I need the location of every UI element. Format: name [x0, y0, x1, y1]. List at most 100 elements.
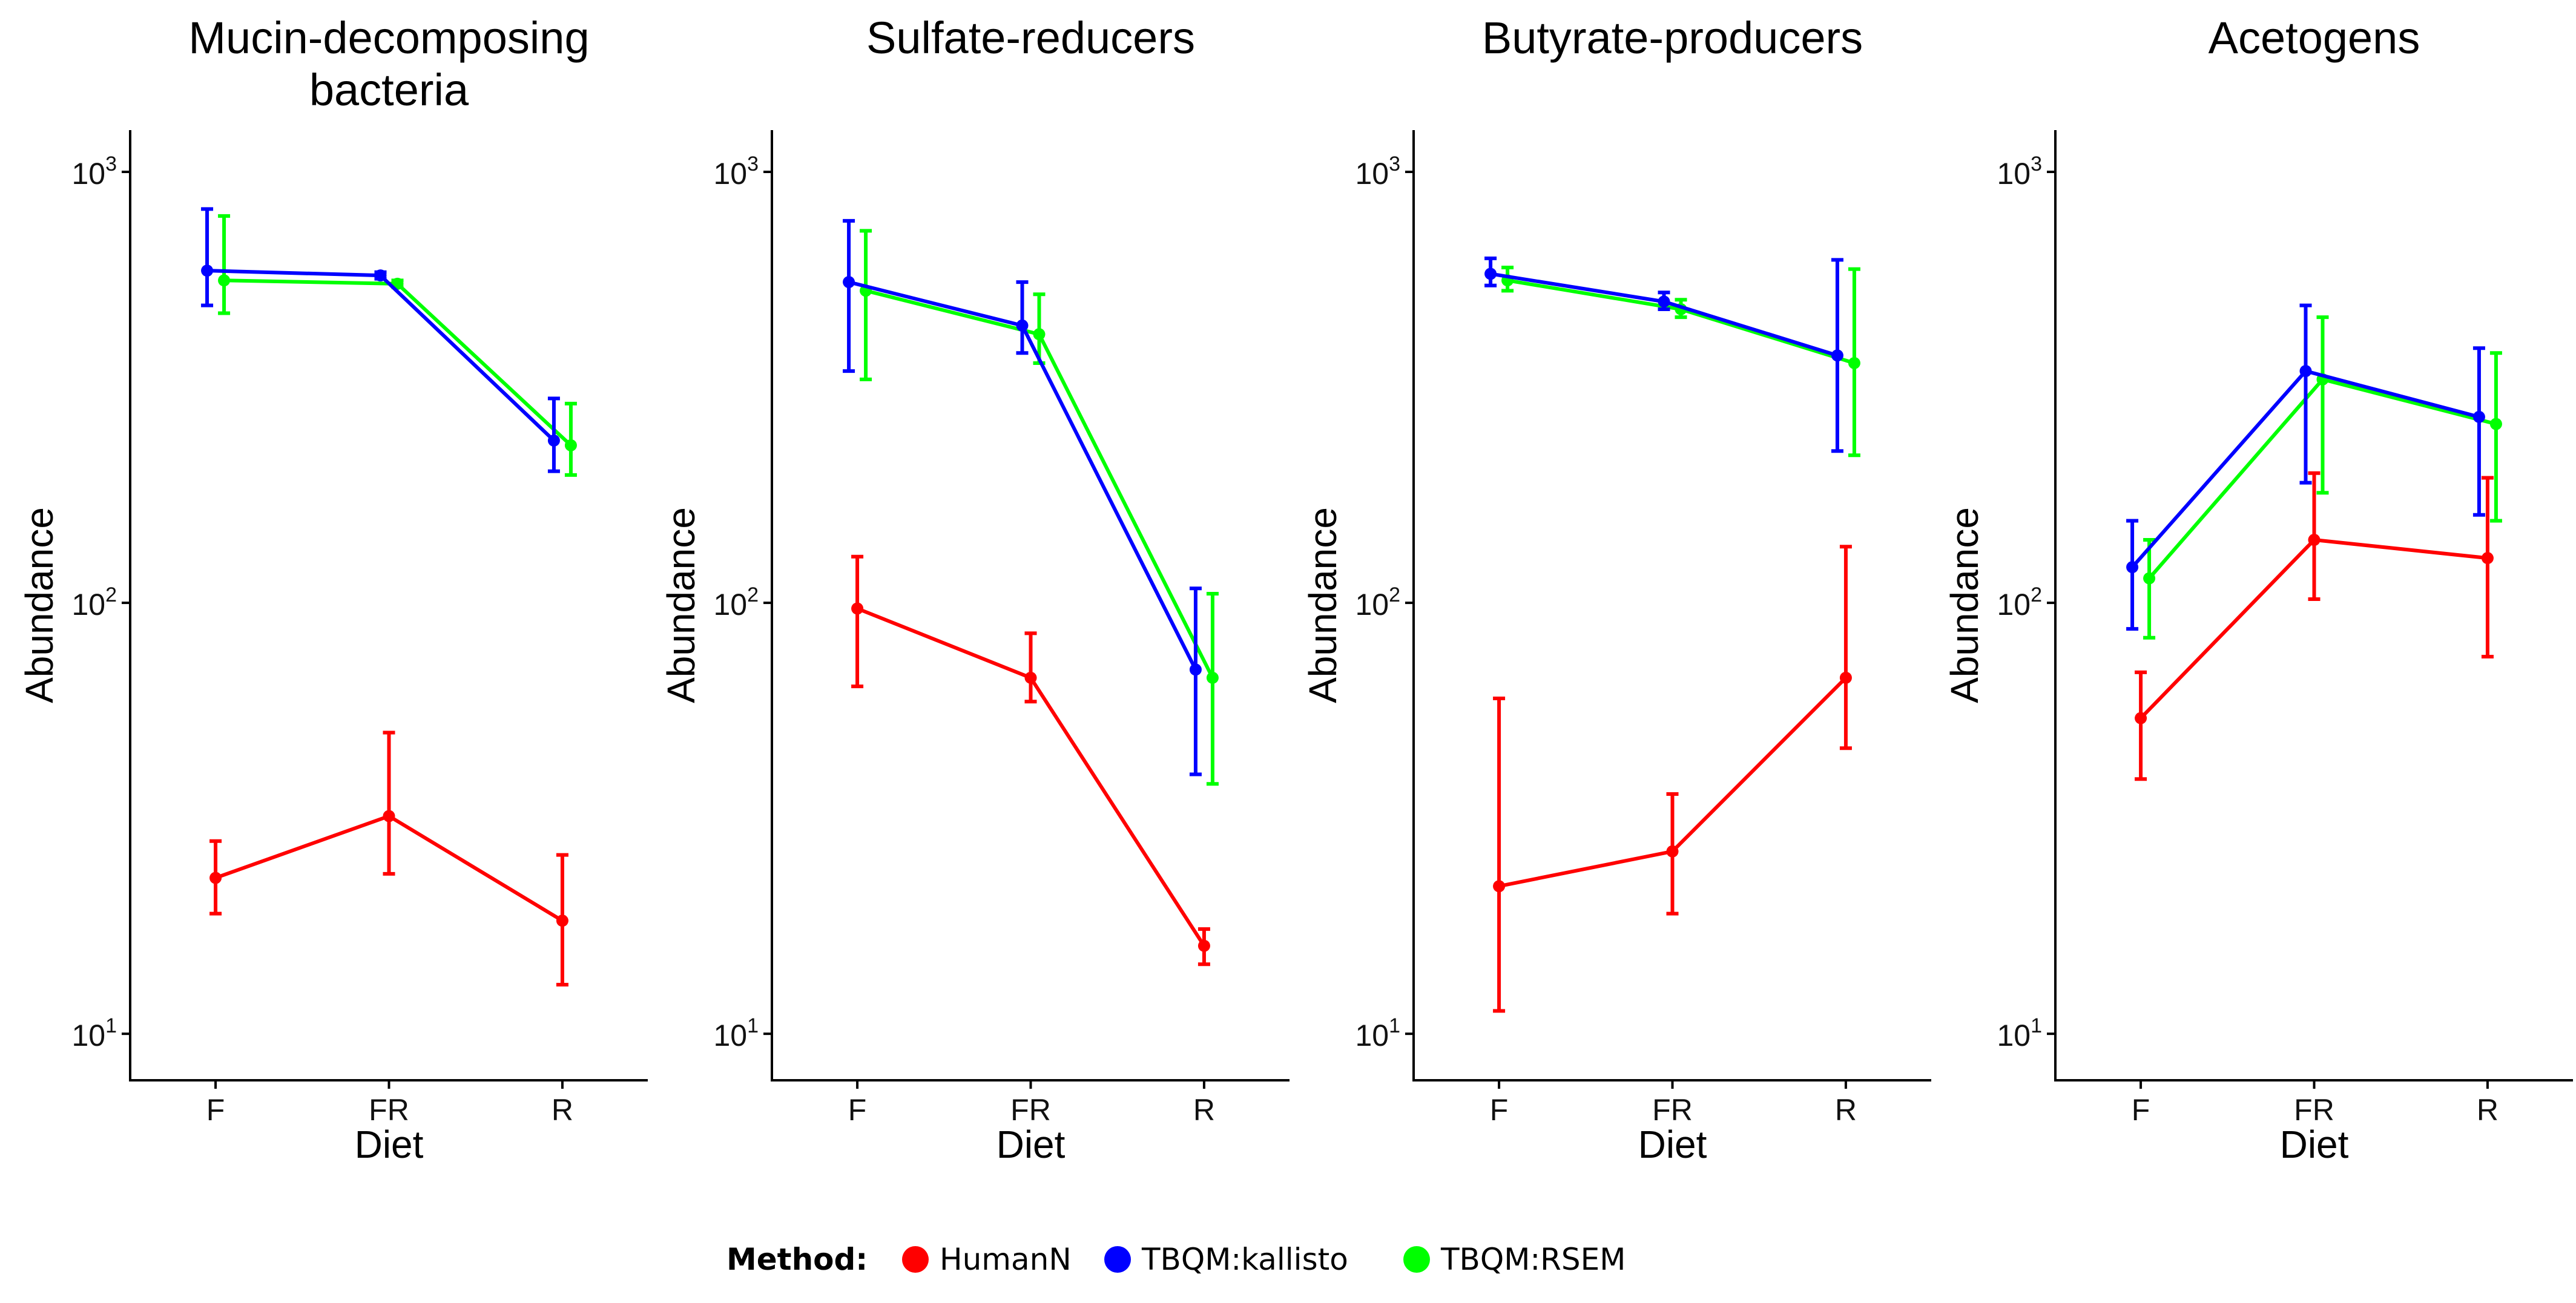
y-tick-label: 103: [713, 153, 759, 191]
data-point: [1493, 880, 1506, 893]
data-point: [1033, 328, 1046, 341]
series-humann: [2135, 471, 2494, 781]
x-tick-label: FR: [2294, 1093, 2334, 1127]
data-point: [374, 269, 387, 282]
y-tick-base: 10: [71, 1019, 105, 1052]
x-tick-label: F: [206, 1093, 225, 1127]
y-tick-label: 102: [1355, 583, 1400, 622]
data-point: [2126, 561, 2139, 574]
legend-label: HumanN: [940, 1242, 1072, 1277]
x-axis-label: Diet: [355, 1123, 424, 1166]
y-tick-label: 103: [1355, 153, 1400, 191]
data-point: [2472, 410, 2485, 423]
data-point: [547, 434, 560, 447]
y-tick-exponent: 3: [1389, 153, 1400, 176]
data-point: [2135, 712, 2147, 724]
x-tick-label: R: [2477, 1093, 2499, 1127]
y-tick-exponent: 2: [1389, 583, 1400, 606]
y-axis-label: Abundance: [18, 507, 61, 703]
y-axis-label: Abundance: [1301, 507, 1345, 703]
data-point: [1831, 349, 1843, 362]
data-point: [1839, 671, 1852, 684]
y-tick-label: 103: [71, 153, 117, 191]
data-point: [1848, 356, 1860, 369]
series-tbqm-rsem: [1501, 265, 1860, 458]
y-tick-label: 103: [1997, 153, 2042, 191]
panel-title-line: Butyrate-producers: [1482, 13, 1863, 63]
series-tbqm-rsem: [218, 214, 577, 477]
series-humann: [1493, 545, 1852, 1013]
y-tick-base: 10: [1997, 157, 2031, 191]
legend-swatch: [1104, 1246, 1131, 1273]
y-tick-base: 10: [1997, 1019, 2031, 1052]
data-point: [1484, 267, 1497, 280]
legend-swatch: [1403, 1246, 1430, 1273]
legend-entry: TBQM:RSEM: [1403, 1242, 1626, 1277]
legend-label: TBQM:kallisto: [1141, 1242, 1348, 1277]
series-humann: [851, 554, 1210, 967]
x-tick-label: FR: [1010, 1093, 1051, 1127]
legend-entry: HumanN: [902, 1242, 1072, 1277]
data-point: [2489, 418, 2502, 430]
panel-title-line: Sulfate-reducers: [866, 13, 1195, 63]
data-point: [2299, 365, 2312, 378]
data-point: [2143, 572, 2156, 585]
panel-title-line: Acetogens: [2209, 13, 2420, 63]
y-tick-label: 101: [713, 1014, 759, 1052]
y-tick-label: 102: [71, 583, 117, 622]
series-tbqm-rsem: [860, 229, 1219, 786]
data-point: [2481, 552, 2494, 565]
data-point: [851, 602, 864, 615]
data-point: [218, 274, 231, 287]
legend-swatch: [902, 1246, 929, 1273]
data-point: [1206, 671, 1219, 684]
data-point: [1666, 845, 1679, 858]
y-tick-exponent: 1: [1389, 1014, 1400, 1037]
x-tick-label: FR: [369, 1093, 409, 1127]
series-tbqm-kallisto: [843, 218, 1202, 776]
y-tick-label: 102: [1997, 583, 2042, 622]
y-tick-exponent: 3: [747, 153, 759, 176]
y-tick-exponent: 2: [747, 583, 759, 606]
y-tick-base: 10: [1355, 588, 1389, 622]
x-tick-label: R: [1835, 1093, 1857, 1127]
legend-entry: TBQM:kallisto: [1104, 1242, 1348, 1277]
y-tick-base: 10: [1355, 157, 1389, 191]
y-tick-base: 10: [713, 588, 747, 622]
data-point: [843, 276, 855, 289]
data-point: [383, 810, 395, 822]
data-point: [1197, 939, 1210, 952]
series-humann: [209, 730, 568, 987]
panel-title: Sulfate-reducers: [866, 13, 1195, 63]
panel-title: Acetogens: [2209, 13, 2420, 63]
data-point: [564, 439, 577, 451]
y-tick-exponent: 3: [2031, 153, 2042, 176]
y-tick-base: 10: [713, 157, 747, 191]
data-point: [1024, 671, 1037, 684]
y-axis-label: Abundance: [659, 507, 703, 703]
legend: Method: HumanN TBQM:kallisto TBQM:RSEM: [726, 1242, 1626, 1277]
data-point: [1658, 295, 1670, 308]
x-tick-label: F: [848, 1093, 867, 1127]
y-tick-exponent: 2: [2031, 583, 2042, 606]
x-tick-label: R: [552, 1093, 573, 1127]
y-tick-base: 10: [713, 1019, 747, 1052]
data-point: [2308, 534, 2321, 546]
x-axis-label: Diet: [1638, 1123, 1707, 1166]
y-tick-base: 10: [71, 588, 105, 622]
series-tbqm-kallisto: [201, 207, 560, 473]
x-tick-label: FR: [1652, 1093, 1693, 1127]
x-tick-label: F: [1490, 1093, 1509, 1127]
y-axis-label: Abundance: [1943, 507, 1986, 703]
data-point: [1016, 319, 1029, 332]
y-tick-base: 10: [71, 157, 105, 191]
series-tbqm-kallisto: [2126, 303, 2485, 631]
y-tick-exponent: 2: [105, 583, 117, 606]
y-tick-label: 101: [1997, 1014, 2042, 1052]
y-tick-label: 102: [713, 583, 759, 622]
x-tick-label: F: [2132, 1093, 2150, 1127]
